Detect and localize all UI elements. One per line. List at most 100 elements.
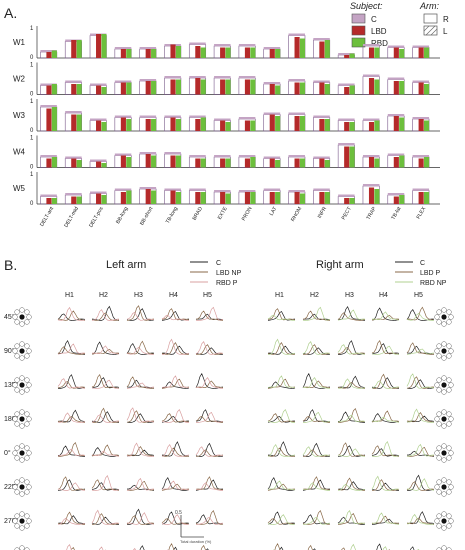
right-trace-lbd-p: [372, 479, 400, 491]
right-trace-rbd-np: [337, 414, 366, 423]
bar-c-mean: [338, 143, 355, 146]
bar-c-mean: [40, 83, 57, 86]
bar-c-mean: [362, 118, 380, 121]
bar-c-mean: [139, 47, 157, 50]
left-trace-lbd-np: [126, 376, 155, 389]
bar-c-mean: [114, 115, 132, 118]
left-trace-c: [91, 446, 120, 457]
bar-lbd: [269, 158, 275, 168]
bar-lbd: [368, 78, 375, 95]
right-trace-lbd-p: [267, 308, 296, 321]
left-trace-lbd-np: [161, 518, 190, 525]
right-trace-rbd-np: [267, 480, 296, 491]
bar-c-mean: [214, 118, 231, 121]
bar-rbd: [151, 81, 157, 95]
bar-rbd: [175, 155, 181, 168]
right-trace-rbd-np: [371, 380, 399, 389]
left-trace-lbd-np: [126, 515, 155, 525]
bar-category-label: FLEX: [416, 206, 428, 221]
left-trace-c: [195, 409, 224, 423]
legend-left-label-rbd: RBD P: [216, 280, 238, 287]
bar-rbd: [349, 198, 355, 204]
bar-rbd: [51, 84, 57, 95]
bar-lbd: [195, 78, 201, 95]
target-icon-left: [12, 307, 32, 327]
bar-lbd: [418, 119, 424, 131]
bar-rbd: [299, 193, 306, 204]
bar-rbd: [76, 84, 82, 95]
bar-c-mean: [238, 76, 256, 79]
bar-row-label: W1: [13, 38, 26, 47]
bar-c-mean: [90, 159, 107, 162]
left-trace-rbd-p: [127, 512, 155, 525]
bar-c-mean: [412, 80, 430, 83]
target-icon-right: [434, 477, 454, 497]
bar-rbd: [175, 46, 181, 58]
bar-row-label: W4: [13, 148, 26, 157]
bar-c-mean: [288, 79, 305, 82]
right-trace-c: [267, 441, 296, 457]
right-trace-c: [337, 305, 366, 321]
right-trace-c: [371, 448, 400, 457]
bar-rbd: [349, 85, 355, 95]
left-trace-c: [173, 546, 178, 550]
right-trace-rbd-np: [350, 543, 356, 550]
left-trace-rbd-p: [66, 544, 72, 550]
bar-rbd: [423, 84, 430, 95]
bar-lbd: [71, 84, 77, 95]
left-trace-rbd-p: [57, 412, 86, 423]
bar-c-mean: [139, 79, 157, 82]
bar-lbd: [220, 120, 226, 131]
bar-rbd: [51, 157, 57, 168]
left-arm-title: Left arm: [106, 259, 146, 271]
left-trace-c: [91, 377, 120, 389]
left-trace-lbd-np: [195, 380, 224, 389]
left-trace-rbd-p: [91, 450, 120, 457]
bar-lbd: [220, 79, 226, 95]
bar-rbd: [126, 49, 132, 58]
right-trace-c: [337, 411, 366, 423]
bar-rbd: [299, 82, 306, 95]
right-trace-lbd-p: [406, 342, 435, 355]
target-icon-left: [12, 477, 32, 497]
bar-rbd: [51, 198, 57, 204]
right-trace-lbd-p: [406, 517, 435, 525]
bar-c-mean: [362, 74, 380, 77]
legend-label-l: L: [443, 27, 448, 36]
bar-rbd: [299, 158, 306, 168]
bar-lbd: [220, 192, 226, 204]
right-trace-rbd-np: [267, 443, 296, 457]
bar-rbd: [151, 49, 157, 58]
bar-rbd: [349, 122, 355, 131]
bar-lbd: [319, 158, 325, 168]
right-trace-lbd-p: [267, 518, 296, 525]
left-trace-rbd-p: [57, 343, 86, 355]
panel-a-label: A.: [4, 5, 17, 21]
bar-rbd: [423, 157, 430, 168]
right-trace-lbd-p: [406, 481, 435, 491]
left-trace-lbd-np: [195, 449, 224, 457]
right-trace-c: [337, 516, 366, 525]
legend-left-label-c: C: [216, 260, 221, 267]
left-trace-rbd-p: [91, 379, 120, 389]
target-icon-right: [434, 341, 454, 361]
right-trace-c: [279, 546, 284, 550]
bar-c-mean: [164, 115, 181, 118]
right-trace-rbd-np: [406, 443, 435, 457]
bar-lbd: [170, 155, 176, 168]
bar-lbd: [418, 158, 424, 168]
bar-lbd: [344, 198, 350, 204]
bar-lbd: [244, 158, 251, 168]
bar-rbd: [101, 34, 107, 58]
left-trace-c: [161, 441, 190, 457]
bar-rbd: [225, 122, 231, 131]
bar-lbd: [418, 82, 424, 95]
right-trace-rbd-np: [302, 482, 331, 491]
right-trace-c: [406, 511, 435, 525]
bar-rbd: [374, 158, 380, 168]
right-trace-rbd-np: [371, 475, 400, 491]
direction-label: 180°: [4, 415, 19, 423]
bar-c-mean: [263, 47, 281, 50]
right-trace-rbd-np: [371, 512, 400, 525]
bar-rbd: [51, 107, 57, 131]
